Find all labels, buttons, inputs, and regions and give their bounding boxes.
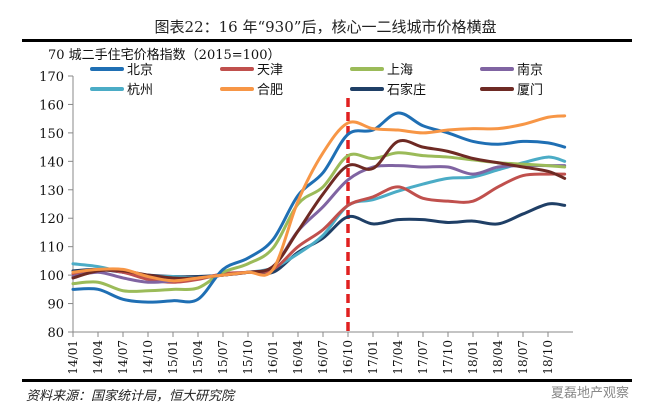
x-tick-label: 14/01 xyxy=(66,340,80,375)
legend-swatch xyxy=(220,86,254,91)
chart-subtitle: 70 城二手住宅价格指数（2015=100） xyxy=(48,48,281,63)
legend-item: 南京 xyxy=(480,59,543,78)
legend-label: 合肥 xyxy=(257,83,284,98)
legend-label: 厦门 xyxy=(517,83,544,98)
legend-label: 北京 xyxy=(127,63,154,78)
x-tick-label: 18/01 xyxy=(466,340,480,375)
legend-item: 石家庄 xyxy=(350,79,426,98)
y-tick-label: 160 xyxy=(39,98,64,113)
legend-swatch xyxy=(350,66,384,71)
legend-swatch xyxy=(90,66,124,71)
watermark: 夏磊地产观察 xyxy=(550,386,629,401)
x-tick-label: 18/10 xyxy=(541,340,555,375)
legend-swatch xyxy=(480,66,514,71)
series-line-8 xyxy=(71,139,567,280)
x-tick-label: 16/01 xyxy=(266,340,280,375)
legend-item: 杭州 xyxy=(90,79,153,98)
y-tick-label: 100 xyxy=(39,269,64,284)
x-tick-label: 16/07 xyxy=(316,340,330,375)
legend-label: 南京 xyxy=(517,63,544,78)
x-tick-label: 18/04 xyxy=(491,340,505,375)
legend-label: 天津 xyxy=(257,63,284,78)
x-tick-label: 15/04 xyxy=(191,340,205,375)
legend-label: 上海 xyxy=(387,63,414,78)
x-tick-label: 16/10 xyxy=(341,340,355,375)
legend-swatch xyxy=(220,66,254,71)
series-line-4 xyxy=(71,163,567,284)
x-tick-label: 17/04 xyxy=(391,340,405,375)
x-tick-label: 15/07 xyxy=(216,340,230,375)
x-tick-label: 17/10 xyxy=(441,340,455,375)
series-line-6 xyxy=(71,114,567,283)
x-tick-label: 15/10 xyxy=(241,340,255,375)
legend-swatch xyxy=(350,86,384,91)
x-tick-label: 14/04 xyxy=(91,340,105,375)
y-tick-label: 80 xyxy=(47,326,64,341)
x-tick-label: 17/07 xyxy=(416,340,430,375)
x-tick-label: 18/07 xyxy=(516,340,530,375)
y-tick-label: 110 xyxy=(39,241,64,256)
x-tick-label: 14/07 xyxy=(116,340,130,375)
legend-swatch xyxy=(480,86,514,91)
source-note: 资料来源：国家统计局，恒大研究院 xyxy=(26,389,235,404)
legend-label: 石家庄 xyxy=(387,83,427,98)
y-tick-label: 120 xyxy=(39,212,64,227)
y-tick-label: 90 xyxy=(47,298,64,313)
y-tick-label: 140 xyxy=(39,155,64,170)
chart-title: 图表22：16 年“930”后，核心一二线城市价格横盘 xyxy=(154,18,497,36)
x-tick-label: 17/01 xyxy=(366,340,380,375)
y-tick-label: 170 xyxy=(39,70,64,85)
legend-label: 杭州 xyxy=(127,83,154,98)
legend-item: 天津 xyxy=(220,59,283,78)
series-line-2 xyxy=(71,172,567,284)
x-tick-label: 16/04 xyxy=(291,340,305,375)
top-rule xyxy=(22,39,632,42)
y-tick-label: 130 xyxy=(39,184,64,199)
bottom-rule xyxy=(22,379,632,382)
x-tick-label: 15/01 xyxy=(166,340,180,375)
legend-item: 北京 xyxy=(90,59,153,78)
x-tick-label: 14/10 xyxy=(141,340,155,375)
series-line-1 xyxy=(71,111,567,304)
legend-item: 厦门 xyxy=(480,79,543,98)
legend-swatch xyxy=(90,86,124,91)
legend-item: 上海 xyxy=(350,59,413,78)
legend-item: 合肥 xyxy=(220,79,283,98)
y-tick-label: 150 xyxy=(39,127,64,142)
